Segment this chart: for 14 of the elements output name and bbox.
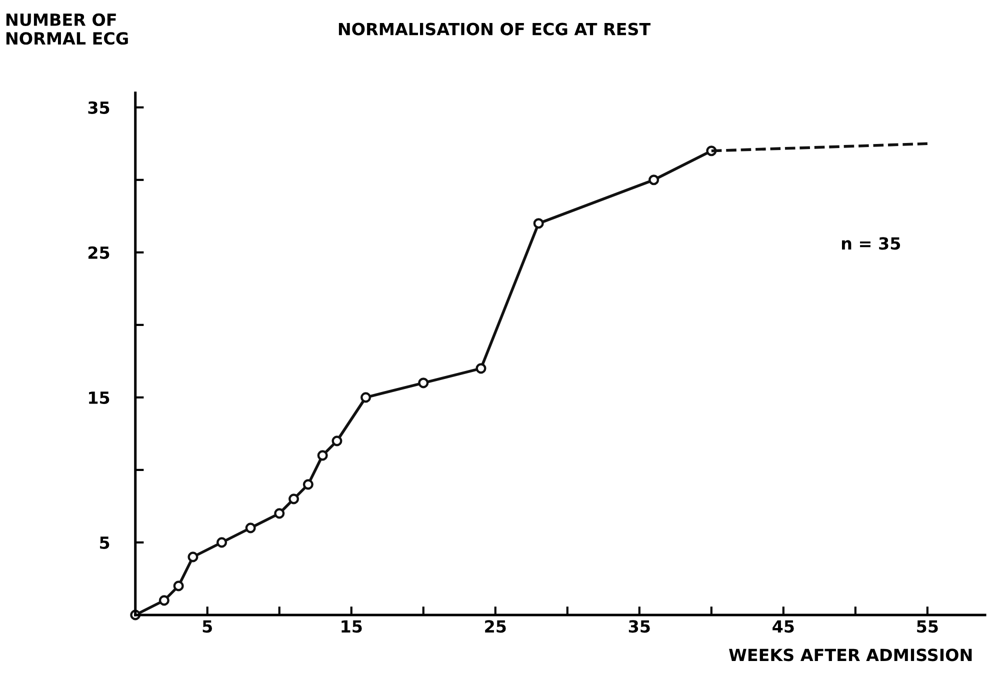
x-tick-label: 35 [628, 620, 650, 633]
y-tick-label: 25 [88, 246, 110, 259]
y-tick-label: 15 [89, 392, 110, 404]
x-tick-label: 5 [202, 620, 212, 633]
x-tick-label: 25 [485, 620, 506, 633]
x-tick-label: 55 [917, 620, 938, 633]
y-axis-title: NUMBER OF NORMAL ECG [6, 13, 128, 45]
y-tick-label: 5 [100, 536, 110, 550]
annotation: n = 35 [842, 237, 900, 250]
chart-title: NORMALISATION OF ECG AT REST [338, 22, 650, 36]
y-tick-label: 35 [88, 101, 110, 114]
x-tick-label: 45 [772, 620, 794, 633]
x-tick-label: 15 [342, 620, 362, 633]
x-axis-title: WEEKS AFTER ADMISSION [729, 648, 972, 662]
